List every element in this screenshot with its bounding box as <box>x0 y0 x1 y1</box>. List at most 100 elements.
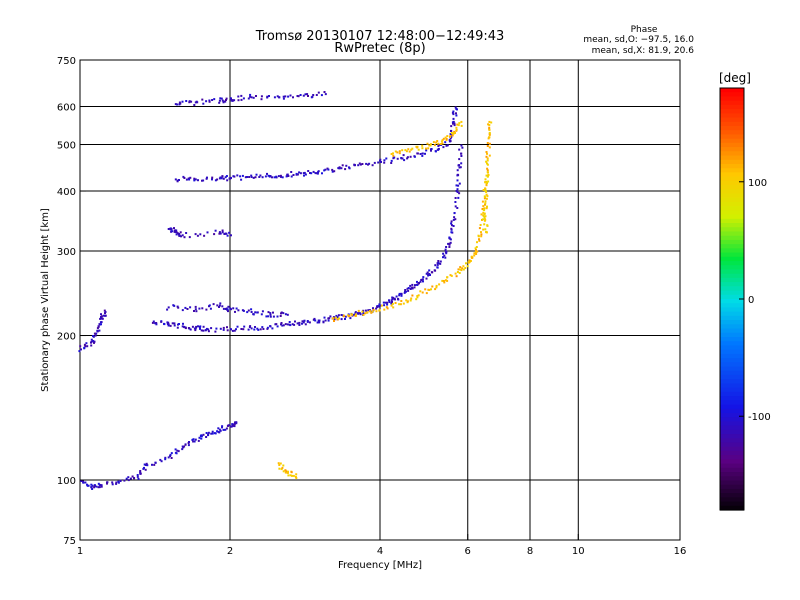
data-point <box>362 314 365 316</box>
data-point <box>454 132 456 134</box>
data-point <box>80 348 82 351</box>
x-tick-label: 16 <box>674 546 687 557</box>
data-point <box>232 307 235 310</box>
data-point <box>456 169 459 172</box>
data-point <box>282 464 285 467</box>
data-point <box>100 484 103 487</box>
data-point <box>185 232 188 234</box>
data-point <box>189 176 192 179</box>
data-point <box>452 218 455 221</box>
data-point <box>482 211 485 214</box>
data-point <box>176 103 179 106</box>
data-point <box>266 172 268 175</box>
data-point <box>473 252 476 255</box>
data-point <box>400 293 403 296</box>
data-point <box>384 301 387 304</box>
data-point <box>400 294 403 297</box>
data-point <box>201 179 203 182</box>
data-point <box>166 308 169 311</box>
data-point <box>235 328 237 331</box>
data-point <box>255 173 258 176</box>
data-point <box>286 313 289 316</box>
data-point <box>444 279 447 282</box>
data-point <box>422 276 425 279</box>
data-point <box>224 176 227 179</box>
data-point <box>234 421 236 424</box>
data-point <box>462 268 465 271</box>
data-point <box>262 328 265 330</box>
data-point <box>333 320 335 322</box>
data-point <box>123 479 126 482</box>
data-point <box>244 176 247 179</box>
data-point <box>452 120 455 123</box>
data-point <box>106 481 109 484</box>
data-point <box>174 229 177 232</box>
data-point <box>386 301 389 304</box>
data-point <box>301 322 303 325</box>
data-point <box>394 150 397 153</box>
data-point <box>84 481 87 484</box>
data-point <box>104 311 107 313</box>
data-point <box>218 99 221 102</box>
data-point <box>353 164 356 167</box>
data-point <box>98 486 101 489</box>
data-point <box>297 95 300 98</box>
data-point <box>487 123 490 126</box>
data-point <box>442 146 445 149</box>
y-tick-label: 75 <box>63 536 76 547</box>
data-point <box>439 260 442 263</box>
data-point <box>299 94 302 96</box>
data-point <box>82 481 85 484</box>
data-point <box>333 170 336 173</box>
data-point <box>488 126 491 129</box>
data-point <box>466 265 469 268</box>
data-point <box>484 187 487 190</box>
data-point <box>483 207 486 210</box>
data-point <box>437 142 440 145</box>
data-point <box>480 233 483 236</box>
data-point <box>183 445 186 448</box>
data-point <box>214 179 217 182</box>
data-point <box>337 167 340 170</box>
data-point <box>261 326 264 329</box>
data-point <box>358 312 361 315</box>
data-point <box>302 172 305 175</box>
data-point <box>221 175 224 178</box>
data-point <box>460 155 463 157</box>
data-point <box>197 439 200 442</box>
data-point <box>390 153 393 155</box>
data-point <box>410 297 413 300</box>
data-point <box>227 305 230 308</box>
data-point <box>243 325 246 328</box>
data-point <box>266 326 269 329</box>
data-point <box>477 235 480 238</box>
data-point <box>455 114 458 117</box>
data-point <box>378 303 381 306</box>
data-point <box>196 234 199 237</box>
data-point <box>437 262 440 264</box>
data-point <box>222 428 225 431</box>
data-point <box>275 323 278 326</box>
data-point <box>115 482 118 485</box>
colorbar-segment <box>720 125 744 131</box>
data-point <box>91 488 94 490</box>
data-point <box>324 168 327 171</box>
chart-subtitle: RwPretec (8p) <box>334 41 425 56</box>
data-point <box>226 179 229 182</box>
data-point <box>86 345 89 348</box>
data-point <box>340 314 343 316</box>
data-point <box>99 484 102 486</box>
data-point <box>426 142 429 145</box>
data-point <box>458 158 461 161</box>
data-point <box>181 309 184 312</box>
colorbar-segment <box>720 472 744 477</box>
data-point <box>486 145 489 147</box>
data-point <box>406 300 409 303</box>
data-point <box>352 313 355 316</box>
data-point <box>443 254 446 257</box>
colorbar-segment <box>720 235 744 241</box>
data-point <box>291 474 293 477</box>
data-point <box>441 139 444 142</box>
colorbar-segment <box>720 383 744 389</box>
data-point <box>396 151 399 154</box>
